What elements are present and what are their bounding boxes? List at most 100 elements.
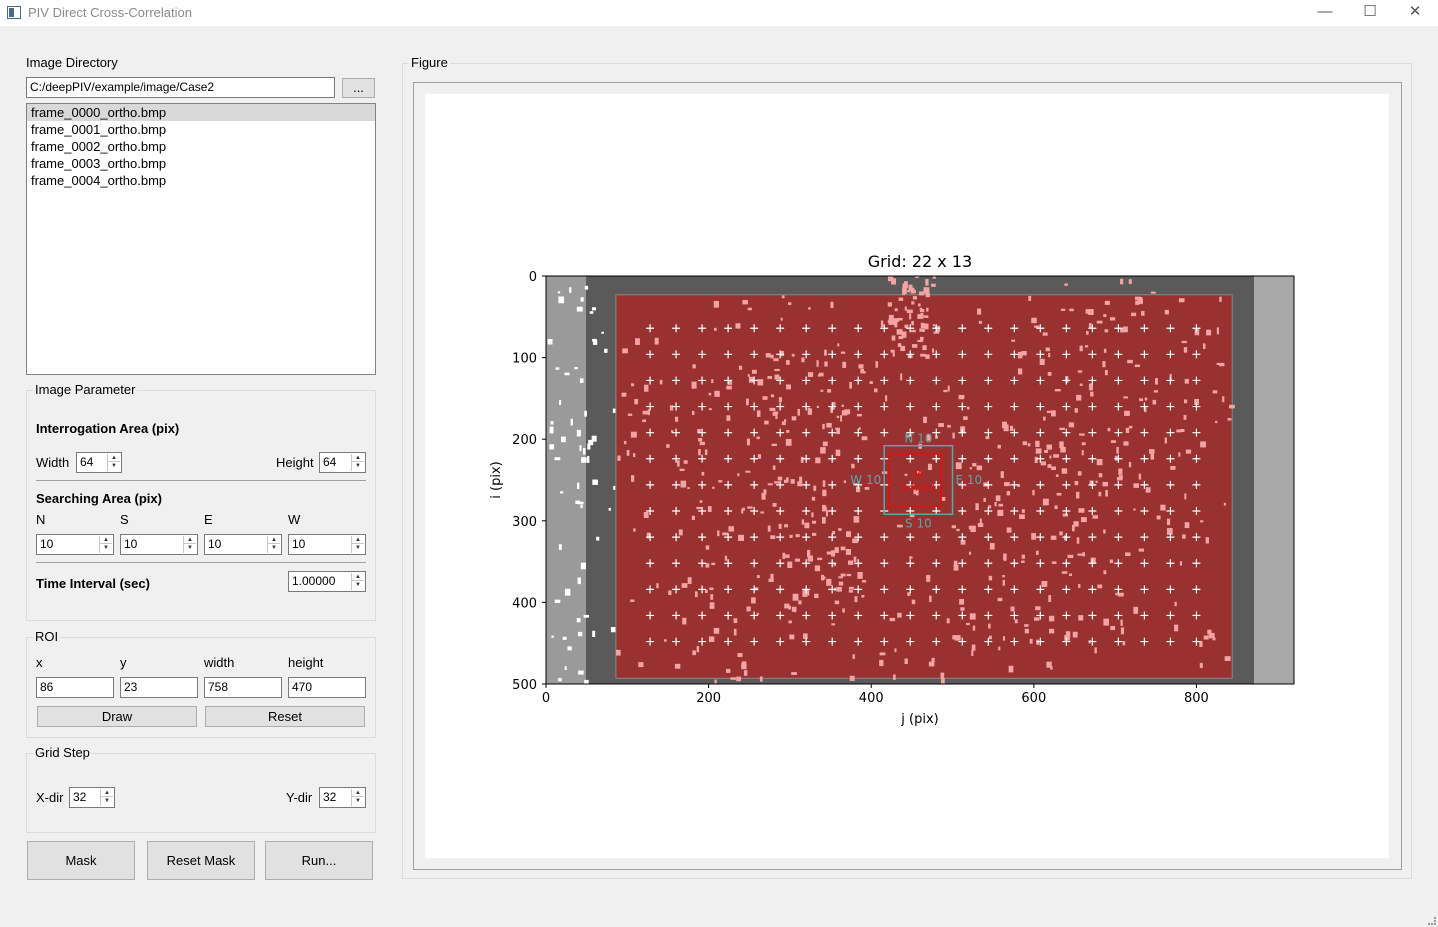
spin-down-icon[interactable]: ▼ [187,545,193,551]
grid-point-marker [1010,533,1019,542]
grid-point-marker [958,559,967,568]
particle [920,336,924,341]
grid-y-spinbox[interactable]: 32 ▲ ▼ [319,787,366,808]
particle [682,617,687,625]
particle [708,392,712,396]
grid-point-marker [958,324,967,333]
spin-down-icon[interactable]: ▼ [111,463,117,469]
particle [1123,396,1128,399]
particle [681,583,688,588]
particle [643,512,649,519]
spin-up-icon[interactable]: ▲ [268,536,280,544]
minimize-button[interactable]: — [1317,3,1333,20]
particle [1095,480,1098,483]
particle [983,497,986,502]
spin-up-icon[interactable]: ▲ [352,573,364,581]
file-list-item[interactable]: frame_0001_ortho.bmp [31,122,167,137]
search-w-spinbox[interactable]: 10 ▲ ▼ [288,534,366,555]
spin-up-icon[interactable]: ▲ [101,789,113,797]
run-button[interactable]: Run... [265,841,373,880]
particle [907,592,911,596]
particle [733,628,737,636]
time-interval-label: Time Interval (sec) [36,576,150,591]
grid-point-marker [1114,376,1123,385]
particle [820,389,824,392]
figure-frame [413,82,1402,870]
file-list-item[interactable]: frame_0004_ortho.bmp [31,173,167,188]
spin-down-icon[interactable]: ▼ [355,463,361,469]
grid-point-marker [854,324,863,333]
roi-y-input[interactable]: 23 [120,677,198,698]
particle [728,379,733,385]
search-e-spinbox[interactable]: 10 ▲ ▼ [204,534,282,555]
resize-grip-icon[interactable] [1428,917,1436,925]
grid-point-marker [750,507,759,516]
particle [1024,628,1029,634]
image-directory-label: Image Directory [26,55,118,70]
particle [1041,580,1048,587]
file-list[interactable]: frame_0000_ortho.bmp frame_0001_ortho.bmp… [26,103,376,375]
search-n-spinbox[interactable]: 10 ▲ ▼ [36,534,114,555]
file-list-item[interactable]: frame_0003_ortho.bmp [31,156,167,171]
particle [822,423,825,430]
search-w-annotation: W 10 [850,473,881,487]
roi-x-input[interactable]: 86 [36,677,114,698]
reset-roi-button[interactable]: Reset [205,706,365,727]
particle [1103,529,1106,534]
file-list-item[interactable]: frame_0000_ortho.bmp [27,104,375,121]
search-s-spinbox[interactable]: 10 ▲ ▼ [120,534,198,555]
image-speckle [575,500,581,504]
particle [869,381,873,385]
spin-down-icon[interactable]: ▼ [355,545,361,551]
spin-up-icon[interactable]: ▲ [184,536,196,544]
particle [841,410,848,416]
particle [852,654,855,659]
grid-point-marker [906,350,915,359]
particle [841,404,844,407]
spin-up-icon[interactable]: ▲ [352,536,364,544]
mask-button[interactable]: Mask [27,841,135,880]
spin-down-icon[interactable]: ▼ [103,545,109,551]
maximize-button[interactable]: ☐ [1363,3,1377,20]
particle [751,597,756,604]
browse-button[interactable]: ... [342,78,375,98]
spin-down-icon[interactable]: ▼ [104,798,110,804]
spin-up-icon[interactable]: ▲ [108,454,120,462]
time-interval-spinbox[interactable]: 1.00000 ▲ ▼ [288,571,366,592]
grid-x-spinbox[interactable]: 32 ▲ ▼ [69,787,115,808]
particle [784,524,788,528]
particle [904,658,908,665]
draw-button[interactable]: Draw [37,706,197,727]
spin-up-icon[interactable]: ▲ [352,789,364,797]
roi-width-input[interactable]: 758 [204,677,282,698]
grid-point-marker [1036,324,1045,333]
grid-point-marker [698,533,707,542]
particle [1069,308,1074,312]
image-directory-path-input[interactable]: C:/deepPIV/example/image/Case2 [26,77,335,98]
grid-point-marker [828,324,837,333]
spin-down-icon[interactable]: ▼ [355,582,361,588]
particle [778,523,782,529]
particle [1031,533,1036,540]
particle [677,460,680,467]
particle [747,374,750,377]
file-list-item[interactable]: frame_0002_ortho.bmp [31,139,167,154]
reset-mask-button[interactable]: Reset Mask [147,841,255,880]
particle [1067,554,1074,559]
spin-up-icon[interactable]: ▲ [100,536,112,544]
spin-down-icon[interactable]: ▼ [355,798,361,804]
ia-height-spinbox[interactable]: 64 ▲ ▼ [319,452,366,473]
particle [1056,492,1062,496]
spin-up-icon[interactable]: ▲ [352,454,364,462]
particle [781,295,785,299]
close-button[interactable]: ✕ [1408,3,1422,20]
roi-height-input[interactable]: 470 [288,677,366,698]
particle [1096,320,1103,324]
image-speckle [592,630,596,637]
particle [811,496,816,501]
spin-down-icon[interactable]: ▼ [271,545,277,551]
grid-point-marker [854,350,863,359]
ia-width-spinbox[interactable]: 64 ▲ ▼ [76,452,122,473]
grid-point-marker [750,585,759,594]
